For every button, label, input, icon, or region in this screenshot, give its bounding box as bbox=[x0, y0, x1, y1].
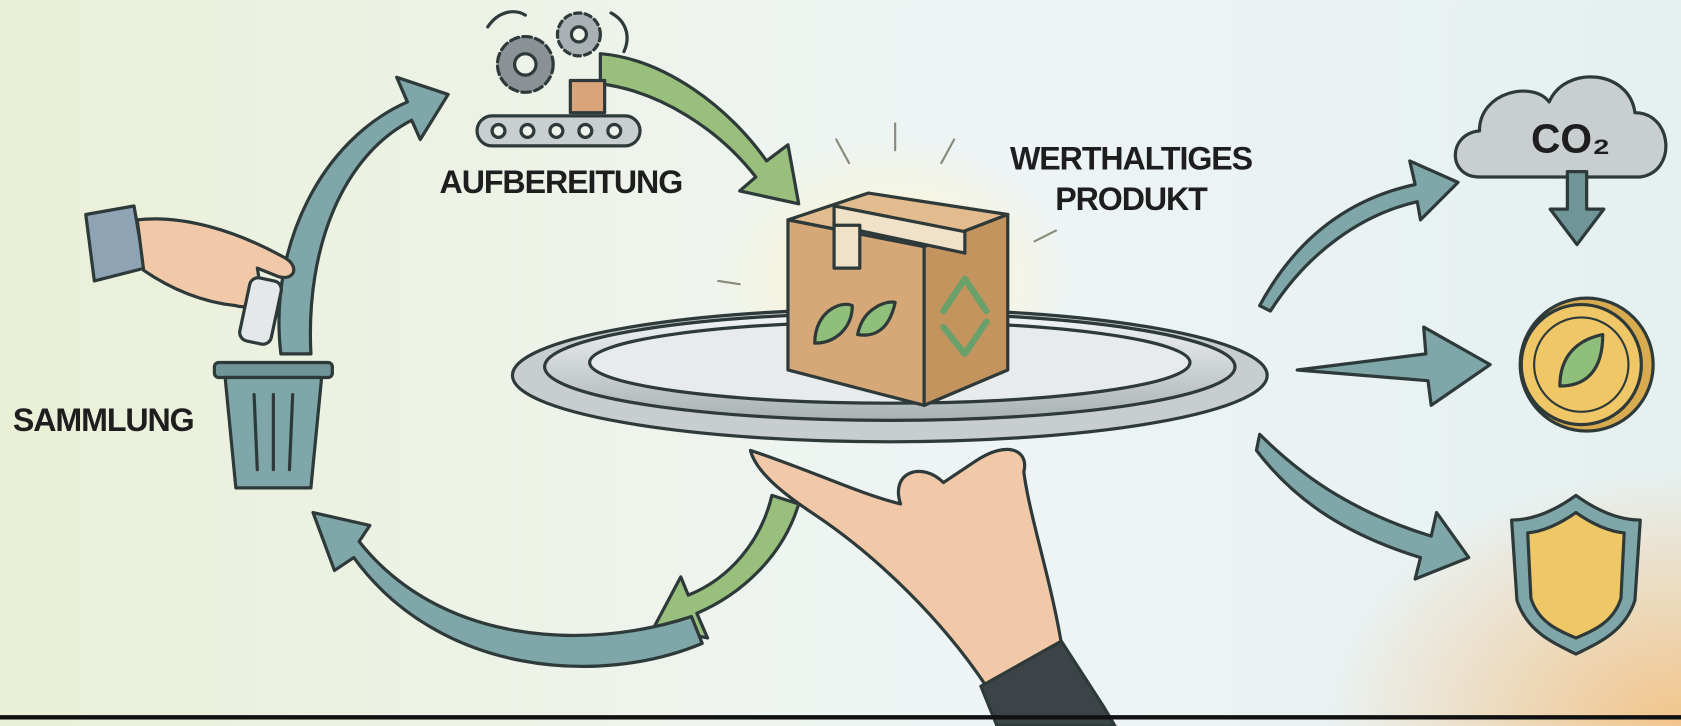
label-processing: AUFBEREITUNG bbox=[440, 164, 683, 200]
illustration: SAMMLUNG AUFBEREITUNG WERTHALTIGES PRODU… bbox=[0, 0, 1681, 726]
label-collection: SAMMLUNG bbox=[13, 402, 194, 438]
label-product-line1: WERTHALTIGES bbox=[1010, 140, 1253, 176]
label-product-line2: PRODUKT bbox=[1055, 181, 1208, 217]
label-co2: CO₂ bbox=[1531, 115, 1610, 161]
coin bbox=[1520, 298, 1653, 431]
page: {"nodes": [ {"label": "SAMMLUNG"}, {"lab… bbox=[0, 0, 1681, 726]
product-box bbox=[788, 193, 1008, 405]
